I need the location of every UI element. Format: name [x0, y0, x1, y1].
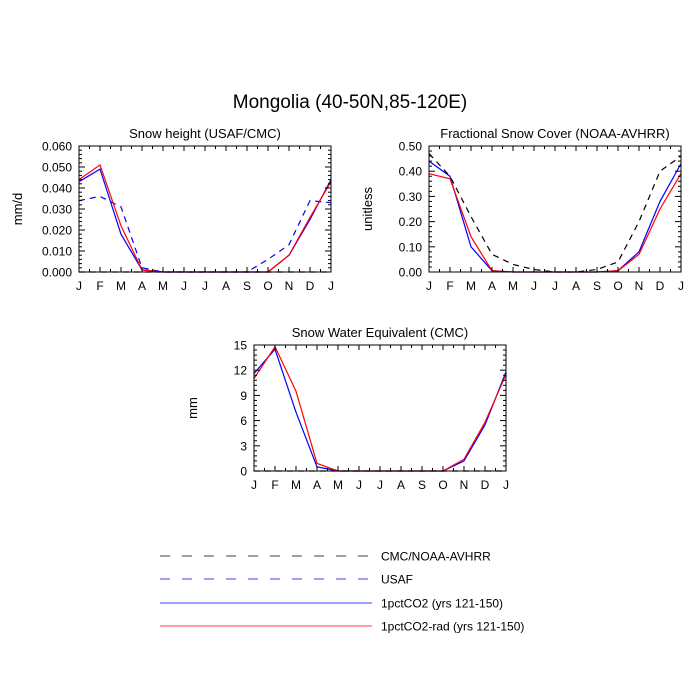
x-tick-label: J [426, 279, 432, 293]
x-tick-label: A [222, 279, 230, 293]
y-tick-label: 0.10 [399, 240, 423, 254]
legend: CMC/NOAA-AVHRR USAF 1pctCO2 (yrs 121-150) 1… [160, 550, 524, 634]
series-line-2 [253, 345, 507, 472]
y-tick-label: 0.050 [42, 161, 72, 175]
y-tick-label: 0.40 [399, 165, 423, 179]
snow-cover-panel: Fractional Snow Cover (NOAA-AVHRR) unitle… [360, 126, 684, 293]
x-tick-label: M [291, 478, 301, 492]
panel-title: Fractional Snow Cover (NOAA-AVHRR) [440, 126, 669, 141]
y-tick-label: 0.030 [42, 203, 72, 217]
x-tick-label: D [306, 279, 315, 293]
x-tick-label: J [678, 279, 684, 293]
y-tick-label: 9 [240, 389, 247, 403]
x-tick-label: A [313, 478, 321, 492]
y-tick-label: 12 [234, 364, 248, 378]
x-tick-label: N [635, 279, 644, 293]
y-tick-label: 15 [234, 339, 248, 353]
y-tick-label: 0.010 [42, 245, 72, 259]
y-tick-label: 0 [240, 465, 247, 479]
y-axis-label: mm/d [10, 193, 25, 226]
y-axis-label: mm [185, 397, 200, 419]
x-tick-label: J [552, 279, 558, 293]
x-tick-label: F [271, 478, 278, 492]
y-tick-label: 6 [240, 414, 247, 428]
panel-title: Snow Water Equivalent (CMC) [292, 325, 469, 340]
y-tick-label: 3 [240, 439, 247, 453]
swe-panel: Snow Water Equivalent (CMC)mmJ F M A M J J A S O N… [185, 325, 509, 492]
x-tick-label: M [116, 279, 126, 293]
x-tick-label: F [446, 279, 453, 293]
x-tick-label: O [438, 478, 447, 492]
x-tick-label: M [508, 279, 518, 293]
legend-label: 1pctCO2 (yrs 121-150) [381, 597, 503, 611]
x-tick-label: J [328, 279, 334, 293]
x-tick-label: F [96, 279, 103, 293]
x-tick-label: A [488, 279, 496, 293]
x-tick-label: J [202, 279, 208, 293]
x-tick-label: J [503, 478, 509, 492]
x-tick-label: N [460, 478, 469, 492]
series-line-3 [78, 163, 332, 273]
x-tick-label: J [181, 279, 187, 293]
x-tick-label: O [613, 279, 622, 293]
legend-label: USAF [381, 573, 413, 587]
y-tick-label: 0.060 [42, 140, 72, 154]
x-tick-label: S [243, 279, 251, 293]
x-tick-label: M [466, 279, 476, 293]
x-tick-label: D [481, 478, 490, 492]
y-tick-label: 0.00 [399, 266, 423, 280]
x-tick-label: A [572, 279, 580, 293]
legend-label: CMC/NOAA-AVHRR [381, 550, 491, 564]
x-tick-label: S [593, 279, 601, 293]
y-tick-label: 0.20 [399, 215, 423, 229]
x-tick-label: J [76, 279, 82, 293]
plot-frame [78, 145, 332, 273]
series-line-0 [428, 153, 682, 273]
y-tick-label: 0.040 [42, 182, 72, 196]
panel-title: Snow height (USAF/CMC) [129, 126, 281, 141]
x-tick-label: M [333, 478, 343, 492]
y-tick-label: 0.000 [42, 266, 72, 280]
x-tick-label: S [418, 478, 426, 492]
x-tick-label: J [251, 478, 257, 492]
y-tick-label: 0.020 [42, 224, 72, 238]
legend-label: 1pctCO2-rad (yrs 121-150) [381, 620, 524, 634]
snow-height-panel: Snow height (USAF/CMC)mm/dJ F M A M J J A S O N D J0… [10, 126, 334, 293]
y-axis-label: unitless [360, 186, 375, 231]
x-tick-label: D [656, 279, 665, 293]
x-tick-label: A [397, 478, 405, 492]
x-tick-label: J [377, 478, 383, 492]
series-line-1 [78, 195, 332, 273]
series-line-1 [428, 160, 682, 273]
series-line-2 [428, 173, 682, 273]
y-tick-label: 0.30 [399, 190, 423, 204]
x-tick-label: J [531, 279, 537, 293]
x-tick-label: J [356, 478, 362, 492]
figure-title: Mongolia (40-50N,85-120E) [232, 92, 468, 113]
x-tick-label: N [285, 279, 294, 293]
x-tick-label: A [138, 279, 146, 293]
y-tick-label: 0.50 [399, 140, 423, 154]
x-tick-label: M [158, 279, 168, 293]
series-line-2 [78, 168, 332, 273]
x-tick-label: O [263, 279, 272, 293]
